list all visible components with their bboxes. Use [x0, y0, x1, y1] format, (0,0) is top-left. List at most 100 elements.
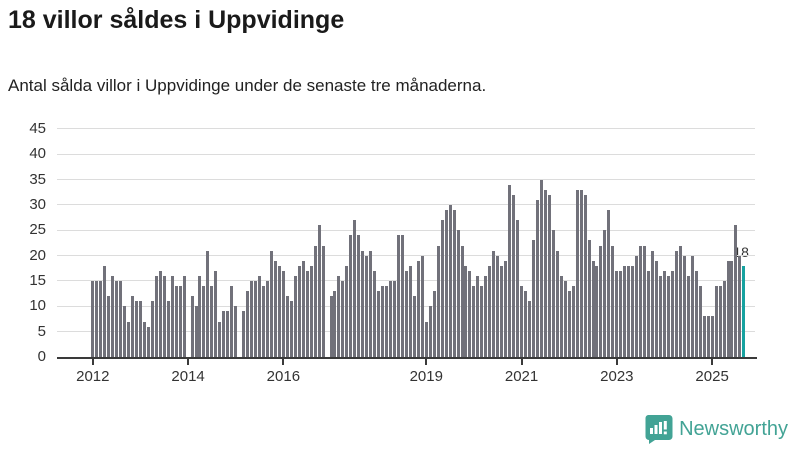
bar [468, 270, 472, 357]
x-axis-tick [520, 359, 523, 365]
x-axis-tick [615, 359, 618, 365]
bar [619, 270, 623, 357]
bar [456, 230, 460, 357]
chart-subtitle: Antal sålda villor i Uppvidinge under de… [8, 76, 487, 95]
bar [460, 245, 464, 357]
bar [369, 250, 373, 357]
x-axis-tick-label: 2023 [600, 368, 634, 385]
bar [516, 220, 520, 357]
x-axis-line [57, 357, 757, 359]
bar [659, 275, 662, 357]
bar [115, 280, 119, 357]
y-axis-tick-label: 35 [29, 170, 46, 188]
bar [142, 321, 146, 357]
x-axis-tick [711, 359, 714, 365]
bar [393, 280, 397, 357]
bar [230, 286, 234, 357]
bar [662, 270, 666, 357]
bar [131, 296, 134, 357]
bar [246, 291, 250, 357]
bar [635, 255, 639, 357]
bar [99, 280, 103, 357]
bar [420, 255, 424, 357]
bar [111, 275, 115, 357]
x-axis-tick [187, 359, 190, 365]
bar [250, 280, 254, 357]
bar [591, 260, 595, 357]
bar [702, 316, 706, 357]
bar [95, 280, 99, 357]
bar [436, 245, 440, 357]
bar [277, 265, 281, 357]
bar [651, 250, 655, 357]
gridline [57, 153, 755, 155]
bar [714, 286, 718, 357]
bar [222, 311, 226, 357]
bar [337, 275, 341, 357]
gridline [57, 204, 755, 206]
bar [119, 280, 123, 357]
bar [710, 316, 714, 357]
bar [373, 270, 377, 357]
y-axis-tick-label: 0 [37, 348, 46, 365]
bar [214, 270, 218, 357]
bar [547, 194, 551, 357]
bar [313, 245, 317, 357]
x-axis-tick [282, 359, 285, 365]
bar [254, 280, 258, 357]
bar [206, 250, 210, 357]
bar [496, 255, 500, 357]
x-axis-tick-label: 2016 [266, 368, 301, 385]
bar [412, 296, 416, 357]
bar [575, 189, 579, 357]
bar [500, 265, 504, 357]
bar [103, 265, 107, 357]
bar [273, 260, 277, 357]
bar [377, 291, 381, 357]
bar [293, 275, 297, 357]
bar [607, 210, 611, 357]
bar [722, 280, 726, 357]
bar [595, 265, 599, 357]
bar [587, 240, 591, 357]
bar [289, 301, 293, 357]
x-axis-tick-label: 2025 [695, 368, 729, 385]
bar [488, 265, 492, 357]
bar [170, 275, 174, 357]
bar [194, 306, 198, 357]
x-axis-tick [91, 359, 94, 365]
bar [416, 260, 420, 357]
bar [198, 275, 202, 357]
gridline [57, 179, 755, 181]
bar [309, 265, 313, 357]
bar [166, 301, 170, 357]
bar [531, 240, 535, 357]
x-axis-tick-label: 2019 [409, 368, 443, 385]
bar [258, 275, 262, 357]
y-axis-tick-label: 25 [29, 221, 46, 239]
bar [178, 286, 182, 357]
x-axis-tick-label: 2014 [171, 368, 205, 385]
bar [682, 255, 686, 357]
y-axis-tick-label: 40 [29, 145, 46, 163]
bar [670, 270, 674, 357]
highlighted-bar [742, 265, 746, 357]
bar [528, 301, 531, 357]
bar [738, 255, 742, 357]
bar [512, 194, 516, 357]
bar [150, 301, 154, 357]
bar [182, 275, 186, 357]
bar [539, 179, 543, 357]
bar [643, 245, 647, 357]
bar [571, 286, 575, 357]
brand-footer: Newsworthy [644, 414, 788, 444]
bar [281, 270, 285, 357]
bar [329, 296, 333, 357]
bar [599, 245, 603, 357]
y-axis-tick-label: 45 [29, 119, 46, 137]
bar [333, 291, 337, 357]
y-axis-tick-label: 30 [29, 195, 46, 213]
bar [492, 250, 496, 357]
bar [321, 245, 325, 357]
